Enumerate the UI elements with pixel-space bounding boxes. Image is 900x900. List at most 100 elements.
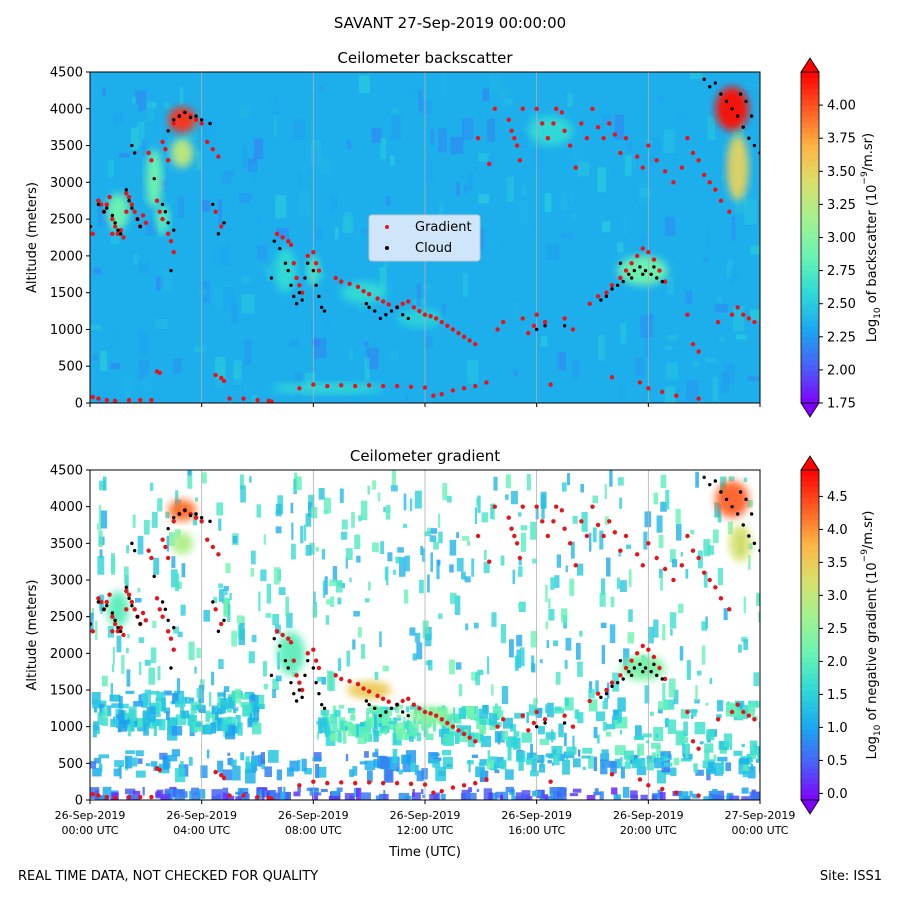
backscatter-texture-cell bbox=[242, 275, 250, 284]
gradient-marker bbox=[406, 299, 411, 304]
cloud-marker bbox=[615, 680, 620, 685]
backscatter-texture-cell bbox=[500, 88, 509, 107]
gradient-texture-cell bbox=[323, 497, 331, 514]
gradient-texture-cell bbox=[606, 557, 611, 577]
gradient-marker bbox=[274, 231, 280, 237]
gradient-signal-cell bbox=[673, 757, 680, 766]
gradient-signal-cell bbox=[620, 766, 625, 779]
colorbar-tick-label: 3.5 bbox=[827, 556, 848, 571]
gradient-texture-cell bbox=[429, 535, 437, 542]
backscatter-texture-cell bbox=[573, 138, 583, 162]
gradient-marker bbox=[431, 790, 436, 795]
backscatter-texture-cell bbox=[716, 297, 722, 302]
colorbar-segment bbox=[801, 259, 819, 266]
cloud-marker bbox=[741, 125, 745, 129]
gradient-texture-cell bbox=[449, 659, 455, 675]
cloud-marker bbox=[294, 302, 299, 306]
gradient-texture-cell bbox=[653, 619, 659, 638]
colorbar-tick-label: 2.0 bbox=[827, 655, 848, 670]
gradient-signal-cell bbox=[660, 755, 668, 762]
gradient-signal-cell bbox=[233, 708, 237, 714]
backscatter-texture-cell bbox=[326, 314, 331, 329]
y-axis-label: Altitude (meters) bbox=[25, 182, 40, 293]
gradient-signal-cell bbox=[171, 749, 180, 757]
gradient-signal-cell bbox=[236, 707, 239, 712]
gradient-marker bbox=[143, 618, 149, 623]
gradient-signal-cell bbox=[102, 717, 109, 726]
gradient-texture-cell bbox=[623, 648, 630, 667]
gradient-texture-cell bbox=[414, 490, 422, 509]
gradient-signal-cell bbox=[130, 794, 138, 799]
cloud-marker bbox=[116, 228, 120, 232]
gradient-marker bbox=[110, 231, 115, 237]
gradient-texture-cell bbox=[481, 512, 489, 523]
gradient-texture-cell bbox=[360, 500, 368, 521]
gradient-marker bbox=[104, 397, 109, 403]
gradient-signal-cell bbox=[501, 791, 509, 800]
cloud-marker bbox=[160, 202, 165, 207]
gradient-signal-cell bbox=[217, 760, 224, 773]
gradient-texture-cell bbox=[450, 592, 457, 605]
gradient-texture-cell bbox=[680, 551, 683, 557]
colorbar-segment bbox=[801, 386, 819, 393]
backscatter-texture-cell bbox=[643, 248, 650, 260]
gradient-marker bbox=[685, 136, 690, 141]
gradient-texture-cell bbox=[137, 587, 141, 593]
gradient-marker bbox=[587, 698, 592, 704]
gradient-signal-cell bbox=[175, 768, 186, 783]
gradient-signal-cell bbox=[314, 763, 320, 778]
colorbar-segment bbox=[801, 298, 819, 305]
gradient-signal-cell bbox=[125, 690, 135, 694]
gradient-texture-cell bbox=[143, 519, 150, 535]
gradient-texture-cell bbox=[519, 647, 525, 667]
backscatter-texture-cell bbox=[729, 268, 741, 285]
gradient-texture-cell bbox=[313, 591, 316, 604]
gradient-marker bbox=[540, 519, 545, 524]
backscatter-texture-cell bbox=[478, 194, 490, 204]
gradient-signal-cell bbox=[276, 769, 282, 781]
gradient-signal-cell bbox=[97, 712, 104, 726]
x-tick-label: 26-Sep-2019 bbox=[166, 809, 237, 822]
backscatter-texture-cell bbox=[111, 322, 120, 343]
gradient-texture-cell bbox=[438, 513, 441, 528]
cloud-marker bbox=[395, 305, 399, 310]
gradient-marker bbox=[280, 235, 285, 240]
gradient-marker bbox=[570, 724, 576, 729]
cloud-marker bbox=[135, 217, 140, 221]
gradient-marker bbox=[715, 717, 721, 722]
cloud-marker bbox=[713, 81, 718, 85]
gradient-marker bbox=[634, 552, 640, 557]
gradient-signal-cell bbox=[199, 705, 206, 714]
gradient-texture-cell bbox=[125, 575, 129, 595]
gradient-signal-cell bbox=[530, 743, 533, 758]
colorbar-tick-label: 0.5 bbox=[827, 754, 848, 769]
gradient-texture-cell bbox=[520, 525, 528, 531]
gradient-signal-cell bbox=[245, 769, 256, 784]
gradient-texture-cell bbox=[483, 549, 487, 561]
gradient-signal-cell bbox=[463, 706, 475, 713]
gradient-texture-cell bbox=[409, 498, 413, 512]
gradient-marker bbox=[595, 691, 601, 696]
cloud-marker bbox=[389, 706, 394, 711]
gradient-signal-cell bbox=[372, 723, 379, 734]
gradient-texture-cell bbox=[404, 589, 409, 604]
gradient-marker bbox=[559, 110, 564, 115]
backscatter-texture-cell bbox=[358, 305, 368, 312]
backscatter-texture-cell bbox=[750, 309, 760, 321]
gradient-signal-cell bbox=[440, 722, 450, 726]
gradient-signal-cell bbox=[416, 732, 422, 742]
gradient-marker bbox=[124, 191, 129, 196]
y-tick-label: 3500 bbox=[50, 537, 83, 552]
gradient-signal-cell bbox=[373, 730, 379, 742]
gradient-signal-cell bbox=[483, 788, 493, 800]
gradient-marker bbox=[193, 515, 199, 520]
colorbar-segment bbox=[801, 149, 819, 156]
gradient-signal-cell bbox=[119, 703, 129, 709]
gradient-texture-cell bbox=[144, 689, 151, 706]
gradient-marker bbox=[219, 224, 224, 229]
gradient-signal-cell bbox=[411, 792, 421, 800]
gradient-signal-cell bbox=[334, 709, 341, 717]
gradient-texture-cell bbox=[330, 596, 335, 607]
gradient-signal-cell bbox=[713, 754, 717, 762]
cloud-marker bbox=[719, 490, 723, 494]
